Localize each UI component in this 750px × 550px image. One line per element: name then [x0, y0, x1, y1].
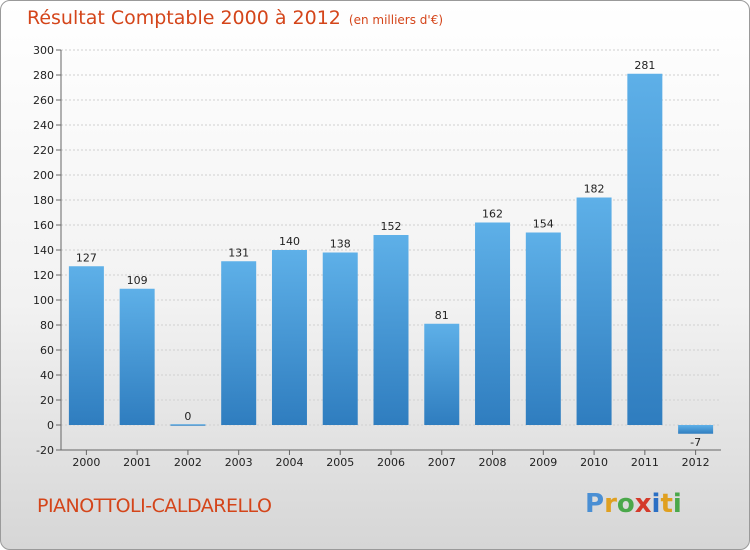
bars: [68, 73, 714, 434]
y-tick-label: 20: [40, 394, 54, 407]
y-tick-label: 240: [33, 119, 54, 132]
logo-letter: x: [634, 489, 652, 519]
value-label: 162: [482, 208, 503, 221]
x-tick-label: 2004: [275, 456, 303, 469]
bar: [322, 252, 358, 425]
y-tick-label: 40: [40, 369, 54, 382]
bar: [373, 235, 409, 425]
x-tick-label: 2003: [225, 456, 253, 469]
y-tick-label: 180: [33, 194, 54, 207]
y-tick-label: 220: [33, 144, 54, 157]
y-tick-label: 300: [33, 44, 54, 57]
y-tick-label: 120: [33, 269, 54, 282]
bar: [221, 261, 257, 425]
x-tick-label: 2006: [377, 456, 405, 469]
y-tick-label: 80: [40, 319, 54, 332]
logo-letter: t: [660, 489, 673, 519]
logo-letter: P: [585, 489, 605, 519]
y-tick-label: -20: [36, 444, 54, 457]
x-tick-label: 2007: [428, 456, 456, 469]
y-tick-label: 280: [33, 69, 54, 82]
proxiti-logo: Proxiti: [585, 489, 682, 519]
bar: [271, 250, 307, 425]
value-label: 127: [76, 251, 97, 264]
y-tick-label: 260: [33, 94, 54, 107]
logo-letter: i: [672, 489, 682, 519]
bar: [678, 425, 714, 434]
value-label: 152: [381, 220, 402, 233]
x-axis: 2000 2001 2002 2003 2004 2005 2006 2007 2008 2009…: [72, 450, 710, 469]
chart-subtitle: (en milliers d'€): [348, 13, 444, 27]
x-tick-label: 2002: [174, 456, 202, 469]
value-label: 0: [184, 410, 191, 423]
grid-lines: [61, 49, 721, 451]
bar: [475, 222, 511, 425]
value-label: 154: [533, 218, 554, 231]
value-label: 281: [634, 59, 655, 72]
logo-letter: r: [604, 489, 617, 519]
x-tick-label: 2000: [72, 456, 100, 469]
x-tick-label: 2001: [123, 456, 151, 469]
x-tick-label: 2010: [580, 456, 608, 469]
bar: [119, 288, 155, 425]
x-tick-label: 2008: [479, 456, 507, 469]
bar: [424, 323, 460, 425]
x-tick-label: 2012: [682, 456, 710, 469]
value-label: 138: [330, 238, 351, 251]
logo-letter: o: [616, 489, 635, 519]
value-label: 81: [435, 309, 449, 322]
y-tick-label: 160: [33, 219, 54, 232]
bar: [627, 73, 663, 425]
x-tick-label: 2009: [529, 456, 557, 469]
bar: [576, 197, 612, 425]
bar: [525, 232, 561, 425]
commune-name: PIANOTTOLI-CALDARELLO: [37, 495, 272, 517]
value-labels: 127 109 0 131 140 138 152 81 162 154 182 281 -7: [76, 59, 701, 449]
chart-title: Résultat Comptable 2000 à 2012 (en millie…: [27, 7, 444, 29]
y-tick-label: 100: [33, 294, 54, 307]
value-label: 140: [279, 235, 300, 248]
y-tick-label: 60: [40, 344, 54, 357]
value-label: 182: [584, 183, 605, 196]
y-axis: -20 0 20 40 60 80 100 120 140 160 180 200 220 240 260 2…: [33, 44, 721, 457]
y-tick-label: 0: [47, 419, 54, 432]
value-label: -7: [690, 436, 701, 449]
logo-letter: i: [651, 489, 661, 519]
y-tick-label: 200: [33, 169, 54, 182]
value-label: 109: [127, 274, 148, 287]
bar: [170, 424, 206, 426]
bar: [68, 266, 104, 425]
x-tick-label: 2005: [326, 456, 354, 469]
value-label: 131: [228, 246, 249, 259]
x-tick-label: 2011: [631, 456, 659, 469]
y-tick-label: 140: [33, 244, 54, 257]
